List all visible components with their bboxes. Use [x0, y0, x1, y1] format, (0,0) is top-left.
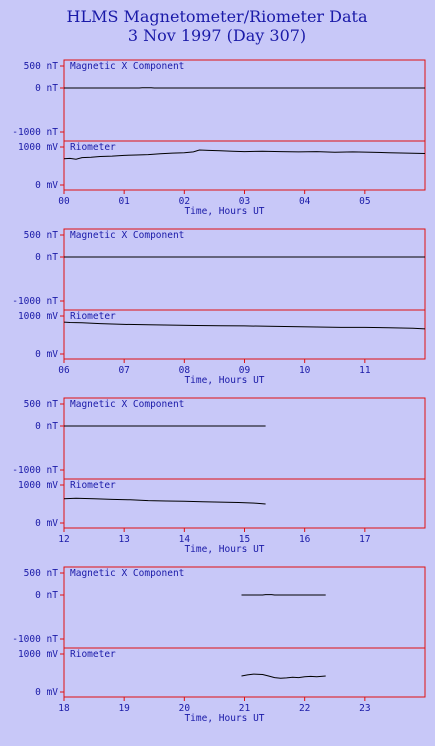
x-tick-label: 12 — [58, 534, 69, 545]
panel-0: 500 nT 0 nT -1000 nT Magnetic X Component 10… — [12, 59, 426, 217]
x-tick-label: 14 — [179, 534, 191, 545]
x-tick-label: 06 — [58, 365, 70, 376]
magnetometer-label: Magnetic X Component — [70, 568, 184, 579]
x-tick-label: 20 — [179, 703, 191, 714]
y-tick-label: 1000 mV — [18, 649, 58, 660]
y-tick-label: 500 nT — [24, 568, 59, 579]
y-tick-label: 500 nT — [24, 61, 59, 72]
panels: 500 nT 0 nT -1000 nT Magnetic X Component 10… — [12, 59, 426, 724]
riometer-plot-frame — [63, 478, 426, 529]
magnetometer-plot-frame — [63, 59, 426, 142]
riometer-series-line — [241, 673, 326, 679]
x-tick-label: 22 — [299, 703, 310, 714]
y-tick-label: 500 nT — [24, 399, 59, 410]
y-tick-label: 0 nT — [35, 83, 58, 94]
x-tick-label: 15 — [239, 534, 250, 545]
y-tick-label: 1000 mV — [18, 142, 58, 153]
x-tick-label: 03 — [239, 196, 250, 207]
y-tick-label: -1000 nT — [12, 296, 58, 307]
y-tick-label: 0 mV — [35, 518, 58, 529]
x-tick-label: 09 — [239, 365, 251, 376]
y-tick-label: 0 nT — [35, 590, 58, 601]
x-tick-label: 02 — [179, 196, 190, 207]
magnetometer-label: Magnetic X Component — [70, 230, 184, 241]
chart-subtitle: 3 Nov 1997 (Day 307) — [128, 26, 306, 45]
riometer-series-line — [63, 497, 266, 505]
riometer-series-line — [63, 321, 426, 330]
x-tick-label: 19 — [118, 703, 130, 714]
y-tick-label: 0 nT — [35, 252, 58, 263]
riometer-plot-frame — [63, 647, 426, 698]
x-tick-label: 21 — [239, 703, 251, 714]
x-tick-label: 17 — [359, 534, 370, 545]
panel-1: 500 nT 0 nT -1000 nT Magnetic X Component 10… — [12, 228, 426, 386]
x-tick-label: 23 — [359, 703, 370, 714]
y-tick-label: -1000 nT — [12, 465, 58, 476]
x-axis-label: Time, Hours UT — [184, 206, 264, 217]
x-axis-label: Time, Hours UT — [184, 375, 264, 386]
chart-title: HLMS Magnetometer/Riometer Data — [67, 7, 368, 26]
magnetometer-plot-frame — [63, 397, 426, 480]
magnetometer-plot-frame — [63, 566, 426, 649]
x-tick-label: 01 — [118, 196, 130, 207]
y-tick-label: 500 nT — [24, 230, 59, 241]
y-tick-label: 0 mV — [35, 180, 58, 191]
x-tick-label: 10 — [299, 365, 311, 376]
x-tick-label: 08 — [179, 365, 191, 376]
magnetometer-label: Magnetic X Component — [70, 399, 184, 410]
y-tick-label: 1000 mV — [18, 480, 58, 491]
riometer-label: Riometer — [70, 311, 116, 322]
y-tick-label: 0 nT — [35, 421, 58, 432]
riometer-label: Riometer — [70, 480, 116, 491]
panel-3: 500 nT 0 nT -1000 nT Magnetic X Component 10… — [12, 566, 426, 724]
riometer-label: Riometer — [70, 649, 116, 660]
x-tick-label: 18 — [58, 703, 70, 714]
x-tick-label: 00 — [58, 196, 70, 207]
y-tick-label: -1000 nT — [12, 634, 58, 645]
riometer-plot-frame — [63, 309, 426, 360]
riometer-series-line — [63, 149, 426, 160]
y-tick-label: 1000 mV — [18, 311, 58, 322]
x-tick-label: 13 — [118, 534, 129, 545]
x-axis-label: Time, Hours UT — [184, 713, 264, 724]
y-tick-label: 0 mV — [35, 687, 58, 698]
y-tick-label: -1000 nT — [12, 127, 58, 138]
riometer-plot-frame — [63, 140, 426, 191]
x-tick-label: 05 — [359, 196, 370, 207]
x-tick-label: 04 — [299, 196, 311, 207]
magnetometer-label: Magnetic X Component — [70, 61, 184, 72]
x-axis-label: Time, Hours UT — [184, 544, 264, 555]
x-tick-label: 07 — [118, 365, 129, 376]
magnetometer-plot-frame — [63, 228, 426, 311]
panel-2: 500 nT 0 nT -1000 nT Magnetic X Component 10… — [12, 397, 426, 555]
riometer-label: Riometer — [70, 142, 116, 153]
x-tick-label: 16 — [299, 534, 311, 545]
y-tick-label: 0 mV — [35, 349, 58, 360]
x-tick-label: 11 — [359, 365, 371, 376]
